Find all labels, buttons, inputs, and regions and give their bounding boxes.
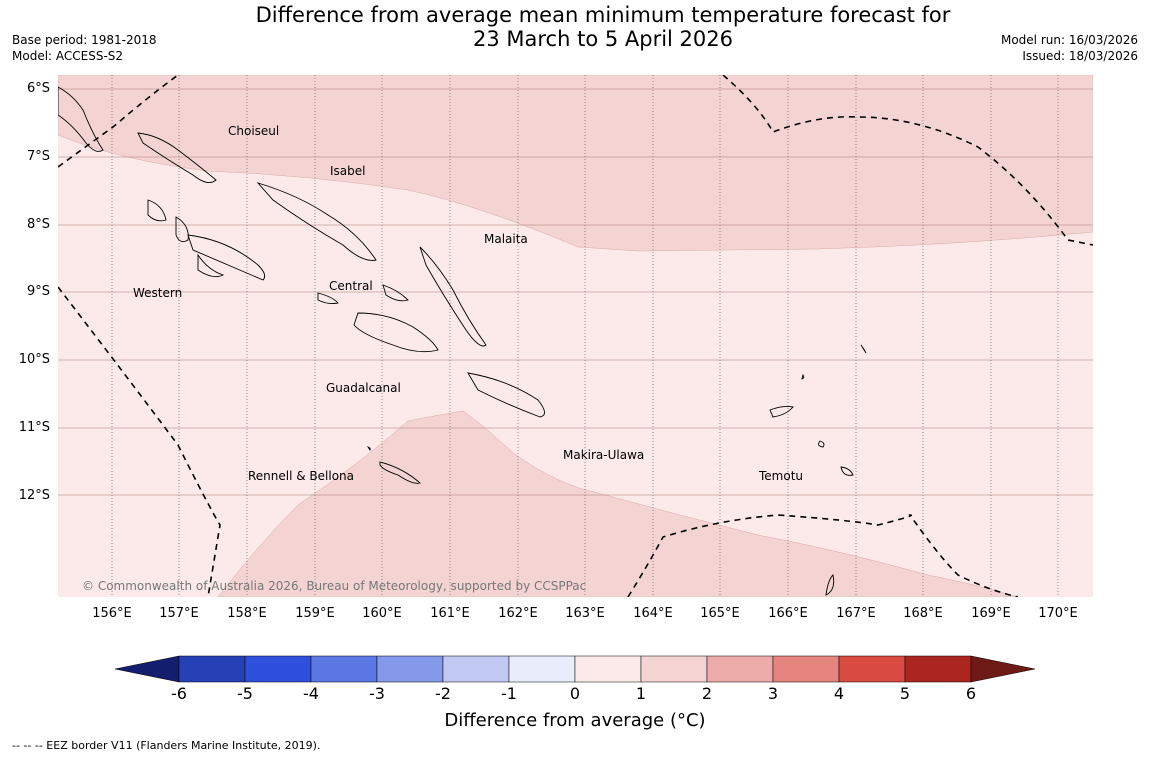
- colorbar-tick-0: 0: [569, 684, 581, 703]
- colorbar-cell: [772, 655, 840, 683]
- colorbar-cell: [838, 655, 906, 683]
- lon-label-158e: 158°E: [227, 606, 267, 621]
- colorbar-cell: [244, 655, 312, 683]
- lon-label-170e: 170°E: [1038, 606, 1078, 621]
- map-panel: [58, 75, 1093, 597]
- eez-footnote: -- -- -- EEZ border V11 (Flanders Marine…: [12, 739, 321, 752]
- isabel-coast: [256, 182, 377, 261]
- lon-label-164e: 164°E: [633, 606, 673, 621]
- title-line-2: 23 March to 5 April 2026: [473, 27, 733, 51]
- makira-coast: [467, 372, 545, 418]
- colorbar-tick-2: 2: [701, 684, 713, 703]
- anomaly-region-south: [217, 410, 1019, 597]
- colorbar-cell: [508, 655, 576, 683]
- lat-label-6s: 6°S: [26, 81, 50, 96]
- lon-label-168e: 168°E: [903, 606, 943, 621]
- colorbar-tick-minus2: -2: [435, 684, 451, 703]
- lon-label-166e: 166°E: [768, 606, 808, 621]
- colorbar-tick-1: 1: [635, 684, 647, 703]
- province-label-temotu: Temotu: [759, 469, 804, 483]
- meta-right: Model run: 16/03/2026 Issued: 18/03/2026: [1001, 32, 1138, 64]
- lon-label-159e: 159°E: [295, 606, 335, 621]
- map-svg: [58, 75, 1093, 597]
- colorbar-cell: [178, 655, 246, 683]
- lat-label-8s: 8°S: [26, 217, 50, 232]
- lon-label-169e: 169°E: [971, 606, 1011, 621]
- lon-label-163e: 163°E: [565, 606, 605, 621]
- base-period: Base period: 1981-2018: [12, 33, 157, 47]
- meta-left: Base period: 1981-2018 Model: ACCESS-S2: [12, 32, 157, 64]
- colorbar-cell: [904, 655, 972, 683]
- new-georgia-coast: [147, 199, 266, 281]
- copyright-notice: © Commonwealth of Australia 2026, Bureau…: [82, 579, 587, 593]
- colorbar-label: Difference from average (°C): [444, 710, 706, 731]
- meridians: [111, 75, 1059, 597]
- province-label-western: Western: [133, 286, 183, 300]
- colorbar-tick-minus5: -5: [237, 684, 253, 703]
- colorbar-cell: [970, 655, 1036, 683]
- colorbar-tick-3: 3: [767, 684, 779, 703]
- temotu-coast: [769, 344, 867, 596]
- colorbar-tick-6: 6: [965, 684, 977, 703]
- colorbar-tick-5: 5: [899, 684, 911, 703]
- colorbar-tick-minus4: -4: [303, 684, 319, 703]
- lat-label-12s: 12°S: [18, 488, 50, 503]
- province-label-central: Central: [329, 279, 373, 293]
- issued-date: Issued: 18/03/2026: [1022, 49, 1138, 63]
- colorbar-cell: [442, 655, 510, 683]
- map-title: Difference from average mean minimum tem…: [0, 3, 1150, 51]
- lat-label-7s: 7°S: [26, 149, 50, 164]
- lon-label-160e: 160°E: [362, 606, 402, 621]
- colorbar-tick-4: 4: [833, 684, 845, 703]
- province-label-malaita: Malaita: [484, 232, 528, 246]
- lat-label-10s: 10°S: [18, 352, 50, 367]
- colorbar-cell: [574, 655, 642, 683]
- province-label-guadalcanal: Guadalcanal: [326, 381, 401, 395]
- graticule: [58, 88, 1093, 496]
- lat-label-9s: 9°S: [26, 284, 50, 299]
- lon-label-156e: 156°E: [92, 606, 132, 621]
- colorbar-tick-minus6: -6: [171, 684, 187, 703]
- province-label-makira-ulawa: Makira-Ulawa: [563, 448, 645, 462]
- rennell-coast: [366, 446, 421, 484]
- province-label-choiseul: Choiseul: [228, 124, 280, 138]
- colorbar-cell: [115, 655, 180, 683]
- lon-label-157e: 157°E: [159, 606, 199, 621]
- title-line-1: Difference from average mean minimum tem…: [255, 3, 951, 27]
- lon-label-162e: 162°E: [498, 606, 538, 621]
- bougainville-coast: [58, 86, 104, 152]
- colorbar-tick-minus1: -1: [501, 684, 517, 703]
- anomaly-region-north: [58, 75, 1093, 252]
- model-run: Model run: 16/03/2026: [1000, 33, 1138, 47]
- choiseul-coast: [137, 132, 217, 184]
- colorbar-tick-minus3: -3: [369, 684, 385, 703]
- colorbar: [115, 655, 1036, 683]
- province-label-rennell-bellona: Rennell & Bellona: [248, 469, 355, 483]
- malaita-coast: [419, 246, 487, 347]
- colorbar-cell: [640, 655, 708, 683]
- lon-label-161e: 161°E: [430, 606, 470, 621]
- province-label-isabel: Isabel: [330, 164, 366, 178]
- colorbar-cell: [706, 655, 774, 683]
- colorbar-cell: [310, 655, 378, 683]
- colorbar-cell: [376, 655, 444, 683]
- coastlines: [58, 86, 867, 596]
- eez-borders: [58, 75, 1093, 597]
- guadalcanal-coast: [353, 312, 439, 353]
- lon-label-167e: 167°E: [836, 606, 876, 621]
- model-name: Model: ACCESS-S2: [12, 49, 124, 63]
- florida-islands: [317, 284, 409, 305]
- lat-label-11s: 11°S: [18, 420, 50, 435]
- lon-label-165e: 165°E: [700, 606, 740, 621]
